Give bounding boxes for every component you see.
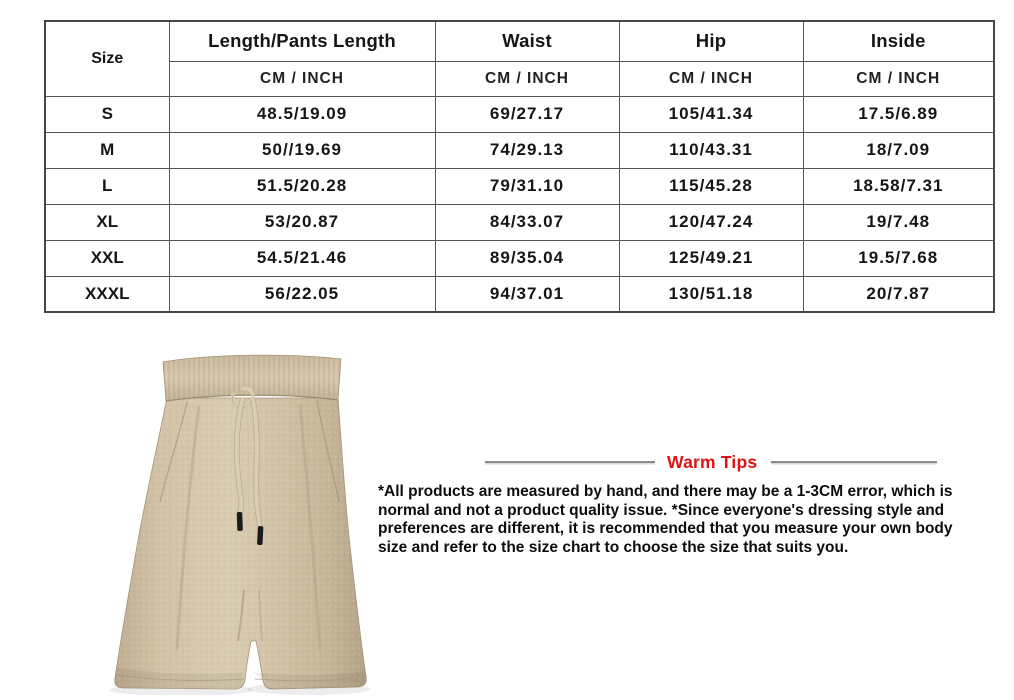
table-row-m: M 50//19.69 74/29.13 110/43.31 18/7.09 — [44, 131, 995, 169]
waist-value: 94/37.01 — [434, 275, 620, 313]
column-header-length: Length/Pants Length — [168, 20, 436, 62]
unit-cell-length: CM / INCH — [168, 60, 436, 97]
warm-tips-header: Warm Tips — [485, 450, 938, 474]
unit-cell-hip: CM / INCH — [618, 60, 804, 97]
table-row-xxl: XXL 54.5/21.46 89/35.04 125/49.21 19.5/7… — [44, 239, 995, 277]
waist-value: 89/35.04 — [434, 239, 620, 277]
size-value: L — [44, 167, 170, 205]
waist-value: 84/33.07 — [434, 203, 620, 241]
table-row-xxxl: XXXL 56/22.05 94/37.01 130/51.18 20/7.87 — [44, 275, 995, 313]
hip-value: 130/51.18 — [618, 275, 804, 313]
drawstring-aglet — [236, 511, 243, 531]
hip-value: 110/43.31 — [618, 131, 804, 169]
hip-value: 125/49.21 — [618, 239, 804, 277]
inside-value: 17.5/6.89 — [802, 95, 995, 133]
warm-tips-title: Warm Tips — [667, 451, 758, 472]
divider-line-left — [485, 461, 655, 463]
length-value: 53/20.87 — [168, 203, 436, 241]
size-value: XL — [44, 203, 170, 241]
hip-value: 115/45.28 — [618, 167, 804, 205]
size-value: S — [44, 95, 170, 133]
length-value: 56/22.05 — [168, 275, 436, 313]
column-header-hip: Hip — [618, 20, 804, 62]
length-value: 50//19.69 — [168, 131, 436, 169]
inside-value: 18/7.09 — [802, 131, 995, 169]
inside-value: 20/7.87 — [802, 275, 995, 313]
length-value: 51.5/20.28 — [168, 167, 436, 205]
hip-value: 120/47.24 — [618, 203, 804, 241]
product-photo — [103, 350, 378, 696]
length-value: 48.5/19.09 — [168, 95, 436, 133]
inside-value: 19/7.48 — [802, 203, 995, 241]
table-row-l: L 51.5/20.28 79/31.10 115/45.28 18.58/7.… — [44, 167, 995, 205]
column-header-inside: Inside — [802, 20, 995, 62]
tips-line: size and refer to the size chart to choo… — [378, 538, 849, 556]
shorts-graphic — [109, 354, 371, 696]
inside-value: 19.5/7.68 — [802, 239, 995, 277]
header-row-units: CM / INCH CM / INCH CM / INCH CM / INCH — [45, 60, 995, 97]
column-header-waist: Waist — [434, 20, 620, 62]
drawstring-aglet — [257, 525, 264, 546]
length-value: 54.5/21.46 — [168, 239, 436, 277]
divider-line-right — [771, 461, 938, 463]
column-header-size: Size — [44, 20, 170, 97]
size-chart-table: Size Length/Pants Length Waist Hip Insid… — [44, 20, 995, 313]
tips-line: preferences are different, it is recomme… — [378, 520, 953, 537]
waist-value: 79/31.10 — [434, 167, 620, 205]
tips-line: normal and not a product quality issue. … — [378, 501, 945, 519]
size-value: M — [44, 131, 170, 169]
size-value: XXL — [44, 239, 170, 277]
size-value: XXXL — [44, 275, 170, 313]
hip-value: 105/41.34 — [618, 95, 804, 133]
warm-tips-text: *All products are measured by hand, and … — [378, 483, 988, 557]
header-row-titles: Size Length/Pants Length Waist Hip Insid… — [44, 20, 995, 97]
tips-line: *All products are measured by hand, and … — [378, 483, 953, 500]
unit-cell-inside: CM / INCH — [802, 60, 995, 97]
table-row-xl: XL 53/20.87 84/33.07 120/47.24 19/7.48 — [44, 203, 995, 241]
table-row-s: S 48.5/19.09 69/27.17 105/41.34 17.5/6.8… — [44, 95, 995, 133]
unit-cell-waist: CM / INCH — [434, 60, 620, 97]
waist-value: 74/29.13 — [434, 131, 620, 169]
inside-value: 18.58/7.31 — [802, 167, 995, 205]
waist-value: 69/27.17 — [434, 95, 620, 133]
